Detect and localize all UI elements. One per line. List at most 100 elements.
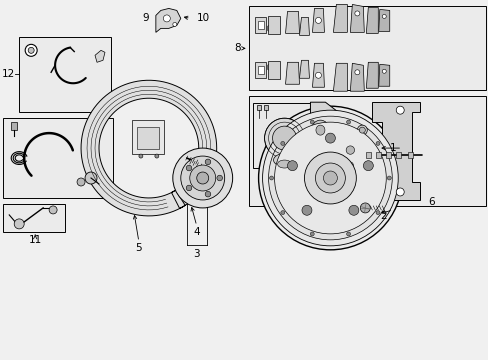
- Polygon shape: [333, 4, 346, 32]
- Circle shape: [155, 154, 159, 158]
- Circle shape: [386, 176, 390, 180]
- Bar: [3, 118, 113, 198]
- Ellipse shape: [273, 154, 295, 167]
- Circle shape: [382, 14, 386, 18]
- Circle shape: [309, 232, 314, 236]
- Polygon shape: [95, 50, 105, 62]
- Circle shape: [280, 211, 284, 215]
- Polygon shape: [285, 62, 299, 84]
- Bar: [248, 96, 485, 206]
- Circle shape: [186, 185, 191, 191]
- Bar: [257, 21, 263, 30]
- Text: 10: 10: [196, 13, 209, 23]
- Bar: [365, 152, 370, 158]
- Bar: [385, 152, 390, 158]
- Circle shape: [269, 176, 273, 180]
- Circle shape: [315, 17, 321, 23]
- Circle shape: [346, 232, 350, 236]
- Circle shape: [272, 126, 296, 150]
- Circle shape: [287, 161, 297, 171]
- Polygon shape: [349, 63, 364, 91]
- Polygon shape: [81, 80, 216, 216]
- Circle shape: [354, 11, 359, 16]
- Bar: [256, 105, 260, 110]
- Circle shape: [49, 206, 57, 214]
- Bar: [257, 66, 263, 74]
- Text: 1: 1: [389, 143, 396, 153]
- Text: 9: 9: [142, 13, 148, 23]
- Circle shape: [264, 118, 304, 158]
- Circle shape: [395, 106, 404, 114]
- Circle shape: [346, 146, 354, 154]
- Ellipse shape: [316, 168, 323, 176]
- Circle shape: [217, 175, 222, 181]
- Circle shape: [28, 47, 34, 53]
- Circle shape: [77, 178, 85, 186]
- Polygon shape: [156, 8, 181, 32]
- Circle shape: [309, 120, 314, 124]
- Circle shape: [395, 188, 404, 196]
- Polygon shape: [333, 63, 346, 91]
- Polygon shape: [371, 102, 419, 200]
- Circle shape: [357, 125, 366, 135]
- Polygon shape: [267, 63, 273, 71]
- Bar: [267, 61, 279, 79]
- Bar: [19, 37, 111, 112]
- Circle shape: [139, 154, 142, 158]
- Bar: [267, 17, 279, 34]
- Polygon shape: [257, 63, 263, 71]
- Text: 7: 7: [303, 177, 309, 187]
- Polygon shape: [310, 102, 347, 192]
- Circle shape: [181, 156, 224, 200]
- Circle shape: [268, 116, 391, 240]
- Polygon shape: [312, 8, 324, 32]
- Bar: [248, 6, 485, 90]
- Polygon shape: [267, 24, 273, 32]
- Ellipse shape: [315, 125, 324, 135]
- Bar: [255, 17, 265, 33]
- Circle shape: [274, 122, 386, 234]
- Bar: [375, 152, 380, 158]
- Polygon shape: [312, 63, 324, 87]
- Polygon shape: [349, 4, 364, 32]
- Bar: [407, 152, 412, 158]
- Bar: [11, 122, 17, 130]
- Circle shape: [348, 205, 358, 215]
- Text: 2: 2: [380, 211, 386, 221]
- Bar: [3, 204, 65, 232]
- Circle shape: [375, 211, 379, 215]
- Circle shape: [205, 191, 210, 197]
- Bar: [132, 120, 163, 154]
- Polygon shape: [257, 24, 263, 32]
- Circle shape: [359, 127, 365, 133]
- Circle shape: [25, 44, 37, 56]
- Circle shape: [360, 203, 369, 213]
- Circle shape: [258, 106, 402, 250]
- Ellipse shape: [313, 164, 327, 180]
- Polygon shape: [366, 62, 378, 88]
- Bar: [395, 152, 400, 158]
- Polygon shape: [366, 8, 378, 33]
- Text: 3: 3: [193, 249, 200, 259]
- Circle shape: [14, 219, 24, 229]
- Circle shape: [363, 161, 372, 171]
- Circle shape: [172, 22, 177, 26]
- Circle shape: [382, 69, 386, 73]
- Polygon shape: [285, 12, 299, 33]
- Text: 11: 11: [28, 235, 41, 245]
- Circle shape: [163, 15, 170, 22]
- Bar: [137, 127, 159, 149]
- Text: 4: 4: [193, 227, 200, 237]
- Circle shape: [186, 165, 191, 171]
- Circle shape: [346, 120, 350, 124]
- Circle shape: [315, 72, 321, 78]
- Circle shape: [345, 160, 355, 170]
- Circle shape: [375, 141, 379, 145]
- Circle shape: [343, 143, 357, 157]
- Text: 12: 12: [2, 69, 15, 79]
- Bar: [255, 62, 265, 78]
- Text: 6: 6: [427, 197, 434, 207]
- Circle shape: [189, 165, 215, 191]
- Circle shape: [325, 133, 335, 143]
- Circle shape: [346, 162, 353, 168]
